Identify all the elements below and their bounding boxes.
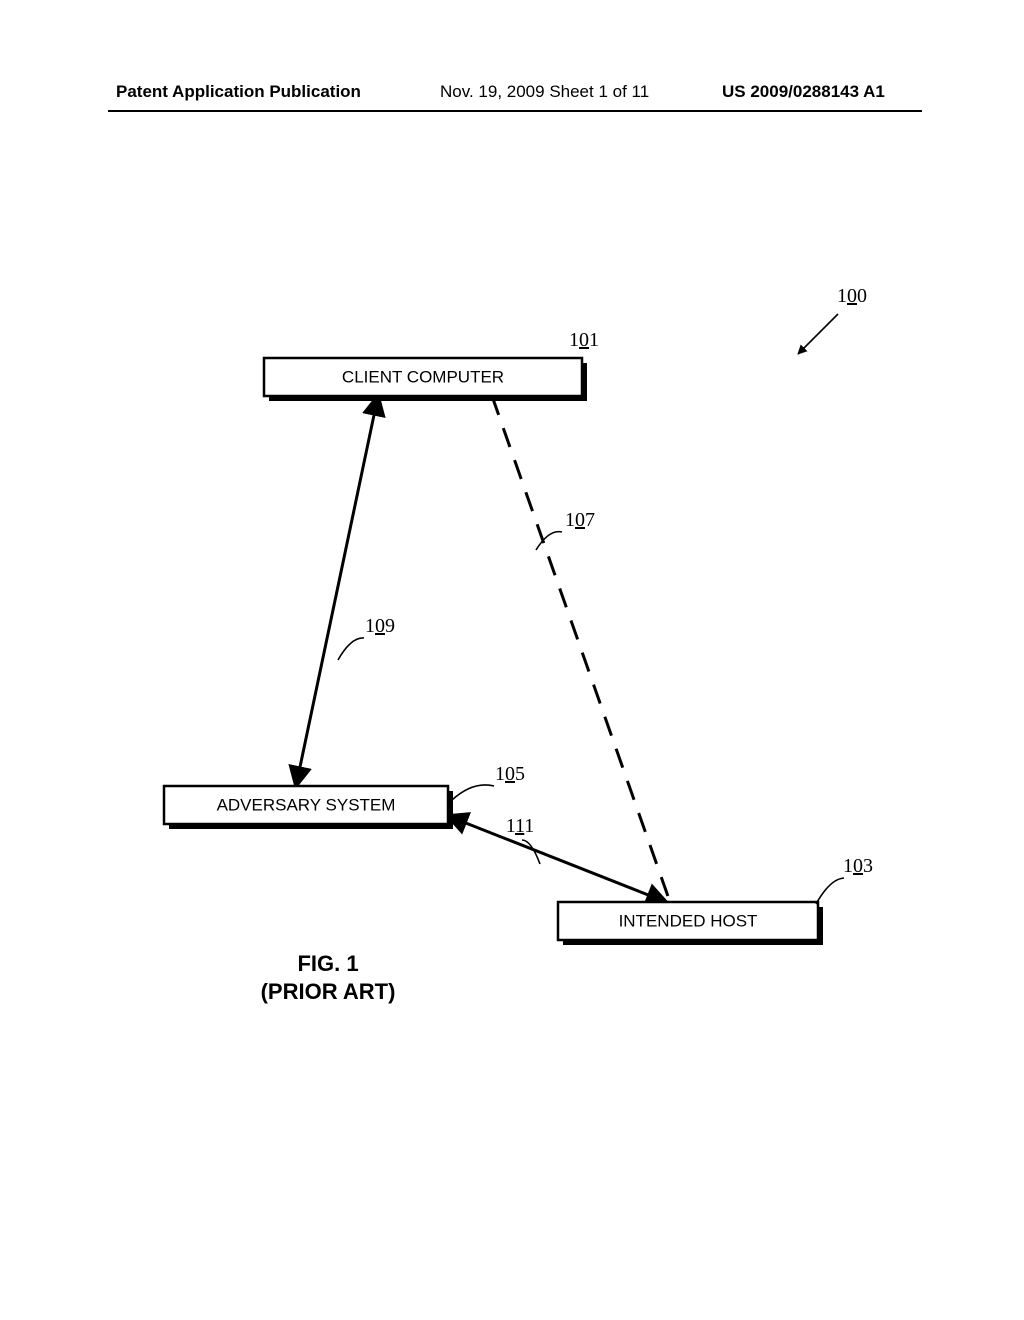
page: Patent Application Publication Nov. 19, … [0,0,1024,1320]
node-label-host: INTENDED HOST [619,911,758,930]
node-label-client: CLIENT COMPUTER [342,367,504,386]
ref-leader-r105 [452,785,494,800]
caption-line1: FIG. 1 [248,950,408,978]
edge-e111 [448,816,666,902]
figure-caption: FIG. 1 (PRIOR ART) [248,950,408,1005]
ref-leader-r100 [798,314,838,354]
header-date-sheet: Nov. 19, 2009 Sheet 1 of 11 [440,82,649,102]
ref-leader-r109 [338,638,364,660]
header-publication: Patent Application Publication [116,82,361,102]
caption-line2: (PRIOR ART) [248,978,408,1006]
header-rule [108,110,922,112]
header-patent-no: US 2009/0288143 A1 [722,82,885,102]
edge-e109 [296,396,378,786]
ref-label-r107: 107 [565,509,595,531]
ref-leader-r103 [816,878,844,904]
ref-label-r105: 105 [495,763,525,785]
page-header: Patent Application Publication Nov. 19, … [0,82,1024,110]
node-label-adversary: ADVERSARY SYSTEM [217,795,396,814]
ref-label-r101: 101 [569,329,599,351]
ref-label-r109: 109 [365,615,395,637]
diagram-svg: CLIENT COMPUTER ADVERSARY SYSTEM INTENDED … [0,120,1024,1020]
diagram-container: CLIENT COMPUTER ADVERSARY SYSTEM INTENDED … [0,120,1024,1025]
ref-label-r100: 100 [837,285,867,307]
ref-label-r111: 111 [506,815,535,837]
ref-label-r103: 103 [843,855,873,877]
